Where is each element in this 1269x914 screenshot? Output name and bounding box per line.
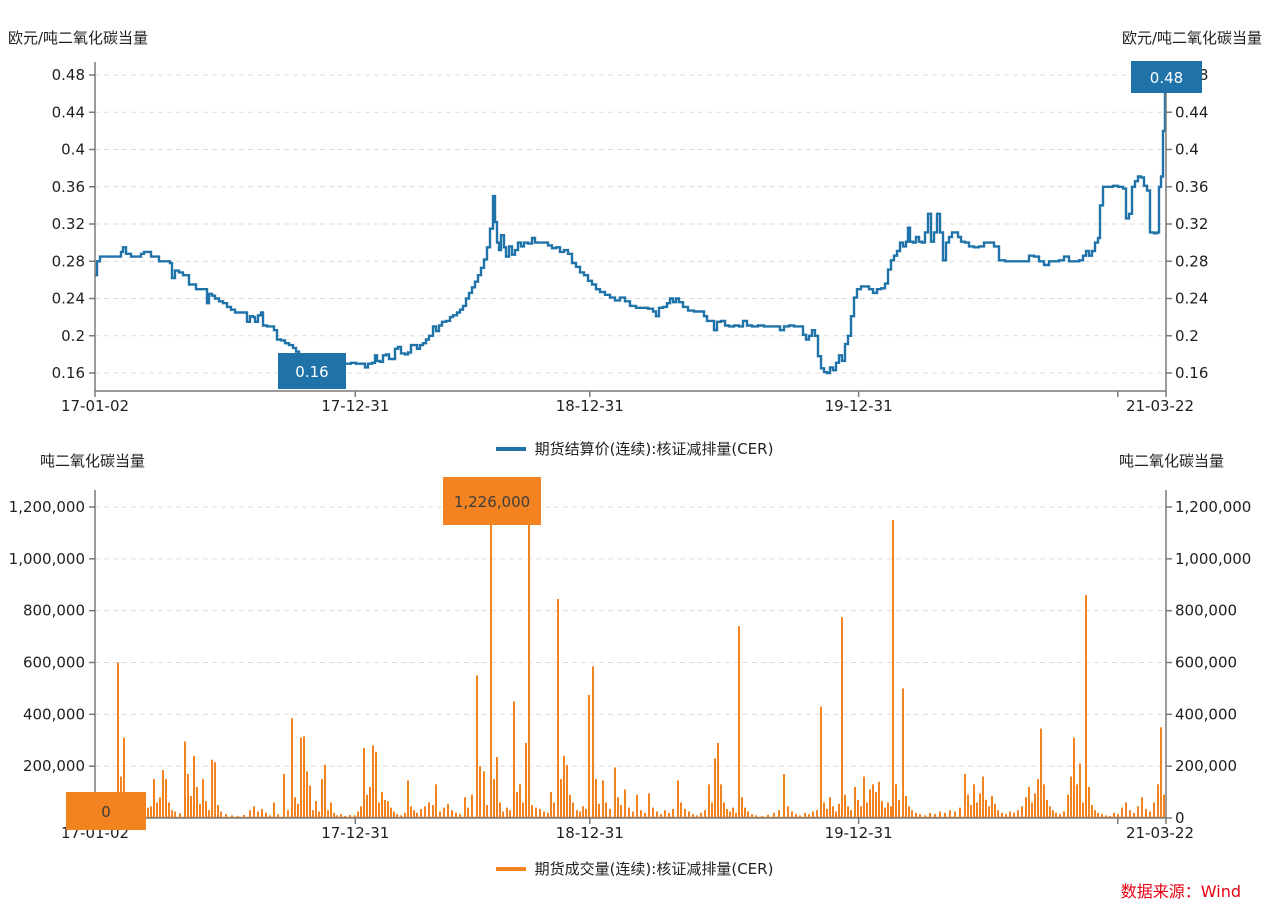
svg-text:1,200,000: 1,200,000 xyxy=(1175,498,1251,516)
volume-x-tick-labels: 17-01-02 17-12-31 18-12-31 19-12-31 21-03-22 xyxy=(61,824,1194,842)
volume-annotations: 1,226,000 0 xyxy=(66,477,541,830)
svg-text:0.24: 0.24 xyxy=(52,290,85,308)
svg-text:0.48: 0.48 xyxy=(52,66,85,84)
svg-text:0.48: 0.48 xyxy=(1150,69,1183,87)
svg-text:200,000: 200,000 xyxy=(23,757,85,775)
svg-text:0.4: 0.4 xyxy=(1175,141,1199,159)
svg-text:17-12-31: 17-12-31 xyxy=(321,824,389,842)
svg-text:1,200,000: 1,200,000 xyxy=(9,498,85,516)
price-legend-line-swatch xyxy=(495,446,526,451)
volume-series-legend: 期货成交量(连续):核证减排量(CER) xyxy=(0,858,1269,879)
svg-text:0.4: 0.4 xyxy=(61,141,85,159)
svg-text:0: 0 xyxy=(1175,809,1185,827)
volume-unit-label-right: 吨二氧化碳当量 xyxy=(1118,452,1224,470)
svg-text:1,000,000: 1,000,000 xyxy=(9,550,85,568)
volume-gridlines xyxy=(95,506,1166,767)
price-series-legend: 期货结算价(连续):核证减排量(CER) xyxy=(0,438,1269,459)
svg-text:400,000: 400,000 xyxy=(23,705,85,723)
price-line-path xyxy=(95,75,1168,375)
svg-text:19-12-31: 19-12-31 xyxy=(825,397,893,415)
volume-unit-label-left: 吨二氧化碳当量 xyxy=(40,452,146,470)
price-series xyxy=(95,75,1168,375)
svg-text:0.32: 0.32 xyxy=(1175,215,1208,233)
volume-axes xyxy=(89,490,1172,824)
svg-text:600,000: 600,000 xyxy=(1175,654,1237,672)
svg-text:0.16: 0.16 xyxy=(52,364,85,382)
svg-text:19-12-31: 19-12-31 xyxy=(825,824,893,842)
volume-series xyxy=(95,500,1166,819)
price-legend-label: 期货结算价(连续):核证减排量(CER) xyxy=(534,440,774,458)
price-min-callout xyxy=(278,353,346,389)
svg-text:0.32: 0.32 xyxy=(52,215,85,233)
svg-text:0.28: 0.28 xyxy=(1175,252,1208,270)
price-max-callout xyxy=(1131,61,1202,93)
svg-text:800,000: 800,000 xyxy=(1175,602,1237,620)
svg-text:0: 0 xyxy=(101,803,111,821)
svg-text:200,000: 200,000 xyxy=(1175,757,1237,775)
volume-min-callout xyxy=(66,792,146,830)
svg-text:0.36: 0.36 xyxy=(1175,178,1208,196)
price-y-tick-labels: 0.48 0.48 0.44 0.44 0.4 0.4 0.36 0.36 0.32 0.32 0.… xyxy=(52,66,1209,382)
svg-text:21-03-22: 21-03-22 xyxy=(1126,397,1194,415)
svg-text:400,000: 400,000 xyxy=(1175,705,1237,723)
svg-text:0.44: 0.44 xyxy=(1175,103,1208,121)
svg-text:17-01-02: 17-01-02 xyxy=(61,397,129,415)
price-x-tick-labels: 17-01-02 17-12-31 18-12-31 19-12-31 21-03-22 xyxy=(61,397,1194,415)
volume-legend-line-swatch xyxy=(495,866,526,871)
svg-text:0.16: 0.16 xyxy=(295,363,328,381)
svg-text:0.44: 0.44 xyxy=(52,103,85,121)
svg-text:17-12-31: 17-12-31 xyxy=(321,397,389,415)
price-annotations: 0.48 0.16 xyxy=(278,61,1202,389)
svg-text:18-12-31: 18-12-31 xyxy=(556,397,624,415)
svg-text:0.36: 0.36 xyxy=(52,178,85,196)
svg-text:1,000,000: 1,000,000 xyxy=(1175,550,1251,568)
svg-text:0.28: 0.28 xyxy=(52,252,85,270)
svg-text:18-12-31: 18-12-31 xyxy=(556,824,624,842)
svg-text:1,226,000: 1,226,000 xyxy=(454,493,530,511)
svg-text:600,000: 600,000 xyxy=(23,654,85,672)
volume-y-tick-labels: 1,200,000 1,200,000 1,000,000 1,000,000 800,… xyxy=(9,498,1252,827)
volume-legend-label: 期货成交量(连续):核证减排量(CER) xyxy=(534,860,774,878)
price-unit-label-right: 欧元/吨二氧化碳当量 xyxy=(1121,29,1262,47)
svg-text:800,000: 800,000 xyxy=(23,602,85,620)
svg-text:0.2: 0.2 xyxy=(1175,327,1199,345)
svg-text:0.16: 0.16 xyxy=(1175,364,1208,382)
volume-max-callout xyxy=(443,477,541,525)
svg-text:0.24: 0.24 xyxy=(1175,290,1208,308)
data-source-note: 数据来源：Wind xyxy=(1120,882,1241,901)
price-gridlines xyxy=(95,74,1166,374)
price-unit-label-left: 欧元/吨二氧化碳当量 xyxy=(8,29,149,47)
svg-text:0.2: 0.2 xyxy=(61,327,85,345)
svg-text:21-03-22: 21-03-22 xyxy=(1126,824,1194,842)
